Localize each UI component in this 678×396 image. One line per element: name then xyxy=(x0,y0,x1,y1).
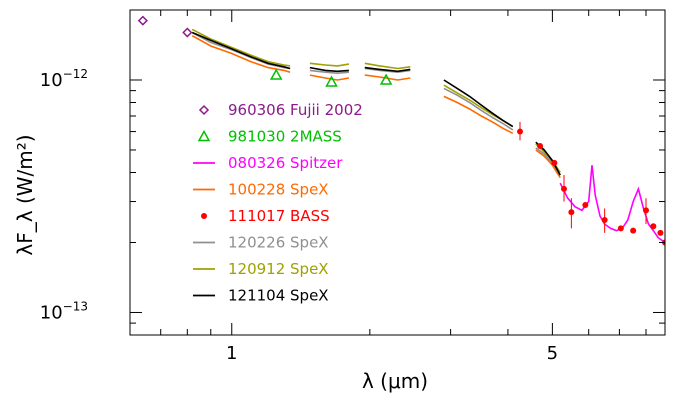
series-4-point-0 xyxy=(517,128,524,135)
series-7-line-3 xyxy=(443,79,514,128)
series-6-line-0 xyxy=(191,28,291,67)
legend: 960306 Fujii 2002 981030 2MASS 080326 Spit… xyxy=(193,101,363,305)
legend-symbol-4 xyxy=(201,213,207,219)
legend-label-0: 960306 Fujii 2002 xyxy=(228,101,363,119)
x-axis-label: λ (μm) xyxy=(362,369,428,393)
series-4-point-4 xyxy=(568,209,575,216)
legend-label-2: 080326 Spitzer xyxy=(228,154,343,172)
series-6-line-2 xyxy=(364,62,411,70)
series-4-point-9 xyxy=(643,207,650,214)
series-7-line-2 xyxy=(364,66,411,73)
legend-marker-0 xyxy=(198,104,210,116)
legend-marker-4 xyxy=(201,213,207,219)
legend-symbol-0 xyxy=(198,104,210,116)
series-4-point-3 xyxy=(560,185,567,192)
series-3-line-4 xyxy=(535,149,561,179)
series-4-point-5 xyxy=(582,201,589,208)
legend-label-3: 100228 SpeX xyxy=(228,181,329,199)
legend-label-6: 120912 SpeX xyxy=(228,260,329,278)
series-4-point-7 xyxy=(617,225,624,232)
legend-label-5: 120226 SpeX xyxy=(228,234,329,252)
series-4-point-2 xyxy=(551,159,558,166)
legend-label-1: 981030 2MASS xyxy=(228,128,342,146)
series-0-point-1 xyxy=(182,27,193,38)
series-1-point-1 xyxy=(325,75,338,87)
series-4-point-10 xyxy=(650,223,657,230)
data-group xyxy=(137,15,665,246)
series-1-point-2 xyxy=(379,73,393,85)
y-tick-label-1: 10−13 xyxy=(40,299,88,323)
series-4-point-6 xyxy=(601,216,608,223)
series-7-line-0 xyxy=(191,31,291,70)
series-5-line-1 xyxy=(309,69,349,75)
legend-marker-1 xyxy=(197,129,211,142)
series-4-point-8 xyxy=(630,227,637,234)
series-5-line-3 xyxy=(443,87,514,131)
x-tick-label-1: 5 xyxy=(547,343,558,364)
series-6-line-1 xyxy=(309,62,350,67)
series-3-line-0 xyxy=(191,35,291,73)
series-7-line-1 xyxy=(309,66,349,73)
series-4-point-11 xyxy=(657,229,664,236)
x-tick-label-0: 1 xyxy=(226,343,237,364)
y-tick-label-0: 10−12 xyxy=(40,67,88,91)
axes: 1 5 10−12 10−13 xyxy=(40,9,666,364)
series-0-point-0 xyxy=(137,15,148,26)
plot-area xyxy=(137,15,665,246)
legend-symbol-1 xyxy=(197,129,211,142)
series-3-line-1 xyxy=(309,74,350,81)
y-axis-label: λF_λ (W/m²) xyxy=(13,134,37,255)
series-1-point-0 xyxy=(269,68,283,80)
series-5-line-2 xyxy=(364,67,411,74)
legend-label-7: 121104 SpeX xyxy=(228,287,329,305)
plot-frame xyxy=(129,9,666,336)
series-2-line-0 xyxy=(559,165,665,244)
series-3-line-3 xyxy=(443,95,514,135)
series-4-point-1 xyxy=(537,143,544,150)
legend-label-4: 111017 BASS xyxy=(228,207,330,225)
